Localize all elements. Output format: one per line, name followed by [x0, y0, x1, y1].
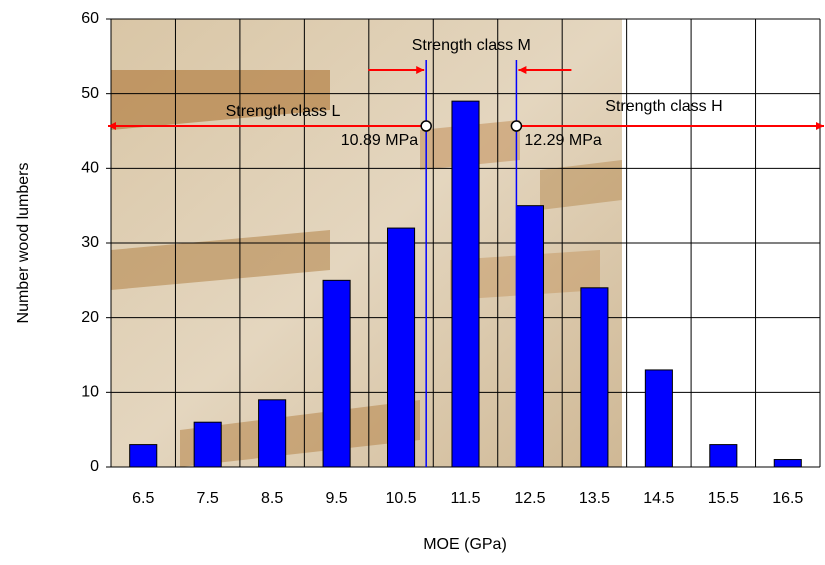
y-tick-label: 40 — [81, 160, 99, 177]
threshold-label: 12.29 MPa — [524, 132, 601, 149]
x-tick-label: 8.5 — [261, 490, 283, 507]
x-tick-label: 12.5 — [514, 490, 545, 507]
x-tick-label: 9.5 — [325, 490, 347, 507]
x-tick-label: 6.5 — [132, 490, 154, 507]
bar — [388, 228, 415, 467]
y-axis-label: Number wood lumbers — [15, 163, 32, 324]
class-l-label: Strength class L — [226, 103, 341, 120]
x-tick-label: 15.5 — [708, 490, 739, 507]
y-tick-label: 10 — [81, 384, 99, 401]
chart: Number wood lumbers MOE (GPa) 0 10 20 30 40 5… — [0, 0, 825, 560]
bar — [452, 101, 479, 467]
bar — [130, 445, 157, 467]
bar — [710, 445, 737, 467]
bar — [581, 288, 608, 467]
bar — [323, 280, 350, 467]
threshold-point — [511, 121, 521, 131]
x-tick-label: 14.5 — [643, 490, 674, 507]
x-tick-label: 7.5 — [197, 490, 219, 507]
x-tick-label: 16.5 — [772, 490, 803, 507]
x-tick-label: 13.5 — [579, 490, 610, 507]
y-tick-label: 50 — [81, 85, 99, 102]
bar — [259, 400, 286, 467]
bar — [516, 206, 543, 467]
x-tick-label: 11.5 — [451, 490, 481, 507]
y-tick-label: 60 — [81, 10, 99, 27]
y-tick-label: 20 — [81, 309, 99, 326]
x-tick-label: 10.5 — [385, 490, 416, 507]
class-m-label: Strength class M — [412, 37, 531, 54]
threshold-label: 10.89 MPa — [341, 132, 418, 149]
y-tick-label: 30 — [81, 234, 99, 251]
threshold-point — [421, 121, 431, 131]
class-h-label: Strength class H — [605, 98, 722, 115]
x-axis-label: MOE (GPa) — [423, 536, 507, 553]
bar — [645, 370, 672, 467]
bar — [194, 422, 221, 467]
bar — [774, 460, 801, 467]
y-tick-label: 0 — [90, 458, 99, 475]
